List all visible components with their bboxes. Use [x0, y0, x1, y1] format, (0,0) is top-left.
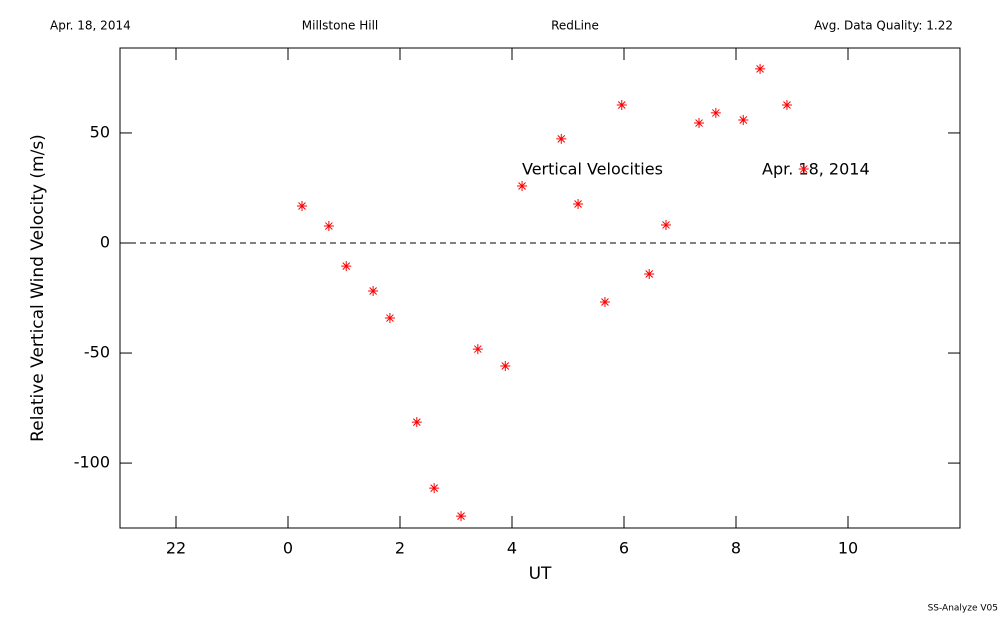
y-tick-label: 0	[100, 232, 110, 251]
y-tick-label: 50	[90, 122, 110, 141]
point	[429, 483, 440, 494]
point	[472, 344, 483, 355]
point	[384, 313, 395, 324]
point	[517, 180, 528, 191]
header-site: Millstone Hill	[302, 19, 378, 33]
point	[573, 199, 584, 210]
x-axis-label: UT	[529, 564, 552, 584]
point	[456, 511, 467, 522]
point	[297, 201, 307, 212]
point	[710, 107, 721, 118]
y-tick-label: -50	[84, 343, 110, 362]
point	[694, 118, 705, 129]
point	[781, 100, 792, 111]
x-tick-label: 10	[838, 539, 858, 558]
x-tick-label: 0	[283, 539, 293, 558]
point	[616, 100, 627, 111]
point	[661, 219, 671, 230]
plot-frame	[119, 47, 961, 529]
point	[341, 261, 352, 272]
y-tick-label: -100	[74, 453, 110, 472]
point	[500, 361, 511, 372]
x-tick-label: 4	[507, 539, 517, 558]
point	[556, 133, 567, 144]
x-tick-label: 6	[619, 539, 629, 558]
annotation: Apr. 18, 2014	[762, 160, 870, 179]
point	[368, 285, 379, 296]
x-tick-label: 22	[166, 539, 186, 558]
annotation: Vertical Velocities	[522, 160, 663, 179]
point	[644, 269, 655, 280]
header-date: Apr. 18, 2014	[50, 19, 131, 33]
y-axis-label: Relative Vertical Wind Velocity (m/s)	[28, 134, 48, 442]
footer: SS-Analyze V05	[928, 604, 998, 614]
x-tick-label: 8	[731, 539, 741, 558]
header-line: RedLine	[551, 19, 599, 33]
point	[755, 63, 766, 74]
point	[411, 417, 422, 428]
x-tick-label: 2	[395, 539, 405, 558]
point	[599, 296, 610, 307]
point	[738, 114, 749, 125]
header-quality: Avg. Data Quality: 1.22	[814, 19, 953, 33]
point	[323, 221, 334, 232]
point	[798, 164, 809, 175]
